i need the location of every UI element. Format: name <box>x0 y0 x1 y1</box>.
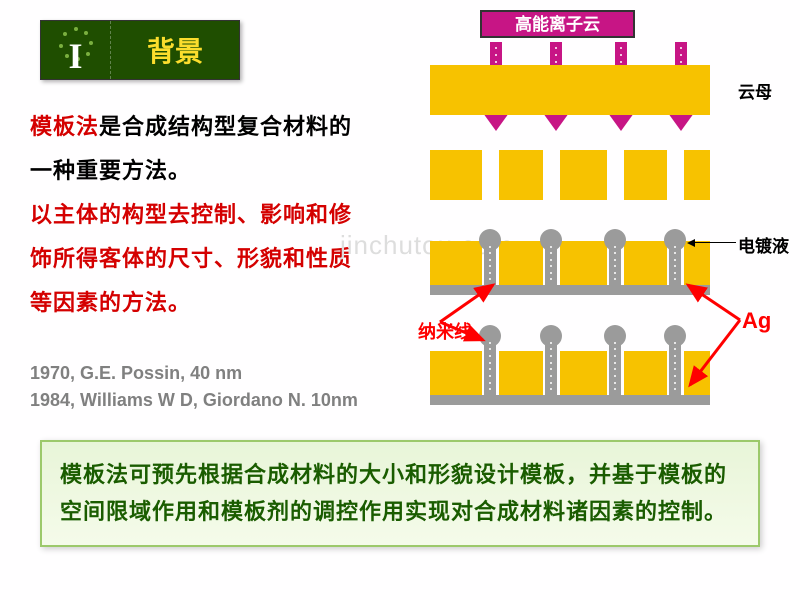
process-diagram: 高能离子云 云母 电镀液 纳米线 Ag <box>400 0 800 430</box>
nanowire-arrow-left-icon <box>385 280 515 350</box>
citation-1: 1970, G.E. Possin, 40 nm <box>30 360 358 387</box>
pointer-arrow-icon <box>687 239 695 247</box>
summary-text: 模板法可预先根据合成材料的大小和形貌设计模板，并基于模板的空间限域作用和模板剂的… <box>60 462 727 524</box>
electroplate-label: 电镀液 <box>738 232 789 257</box>
header-box: I 背景 <box>40 20 240 80</box>
ag-arrow-right-icon <box>680 270 770 400</box>
layer-1-mica <box>430 65 710 115</box>
citation-2: 1984, Williams W D, Giordano N. 10nm <box>30 387 358 414</box>
citations: 1970, G.E. Possin, 40 nm 1984, Williams … <box>30 360 358 414</box>
highlight-text: 模板法 <box>30 114 99 139</box>
mica-label: 云母 <box>738 78 772 103</box>
pointer-line-icon <box>692 242 736 243</box>
body-text: 模板法是合成结构型复合材料的一种重要方法。 以主体的构型去控制、影响和修饰所得客… <box>30 105 360 325</box>
section-number: I <box>68 35 82 77</box>
ion-cloud-label: 高能离子云 <box>480 10 635 38</box>
layer-2-holes <box>430 150 710 200</box>
header-icon: I <box>41 21 111 79</box>
summary-box: 模板法可预先根据合成材料的大小和形貌设计模板，并基于模板的空间限域作用和模板剂的… <box>40 440 760 547</box>
header-title: 背景 <box>111 30 239 70</box>
body-line2: 以主体的构型去控制、影响和修饰所得客体的尺寸、形貌和性质等因素的方法。 <box>30 202 352 315</box>
